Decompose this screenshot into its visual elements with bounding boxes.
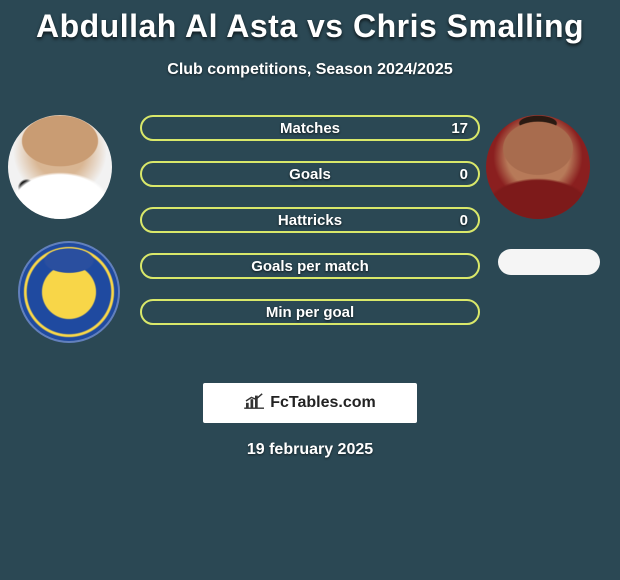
player-right-avatar	[486, 115, 590, 219]
player-left-club-badge	[18, 241, 120, 343]
player-left-avatar	[8, 115, 112, 219]
branding-text: FcTables.com	[270, 394, 376, 412]
stat-right-value: 17	[451, 120, 468, 137]
stat-right-value: 0	[460, 212, 468, 229]
stat-row-goals: Goals 0	[140, 161, 480, 187]
stats-rows: Matches 17 Goals 0 Hattricks 0 Goals per…	[140, 115, 480, 325]
stat-row-hattricks: Hattricks 0	[140, 207, 480, 233]
branding-badge: FcTables.com	[203, 383, 417, 423]
stat-row-goals-per-match: Goals per match	[140, 253, 480, 279]
stat-label: Goals per match	[251, 258, 369, 275]
stat-row-min-per-goal: Min per goal	[140, 299, 480, 325]
stat-row-matches: Matches 17	[140, 115, 480, 141]
stat-label: Min per goal	[266, 304, 354, 321]
subtitle: Club competitions, Season 2024/2025	[0, 61, 620, 79]
stat-right-value: 0	[460, 166, 468, 183]
stat-label: Goals	[289, 166, 331, 183]
page-title: Abdullah Al Asta vs Chris Smalling	[0, 0, 620, 45]
stat-label: Matches	[280, 120, 340, 137]
stat-label: Hattricks	[278, 212, 342, 229]
date-text: 19 february 2025	[0, 441, 620, 459]
comparison-panel: Matches 17 Goals 0 Hattricks 0 Goals per…	[0, 115, 620, 365]
player-right-club-badge	[498, 249, 600, 275]
chart-icon	[244, 392, 266, 415]
